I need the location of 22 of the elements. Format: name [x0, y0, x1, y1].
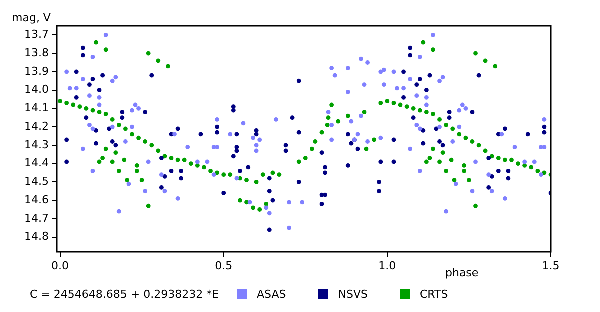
y-tick-label: 14.4 [24, 156, 49, 170]
y-tick-label: 14.2 [24, 120, 49, 133]
x-tick-label: 0.5 [215, 259, 233, 272]
y-tick-label: 14.5 [24, 175, 49, 188]
x-tick-label: 1.0 [378, 259, 396, 272]
text: C = 2454648.685 + 0.2938232 *E [30, 288, 220, 300]
y-tick-label: 13.7 [24, 28, 49, 42]
y-tick-label: 13.9 [24, 64, 49, 78]
y-tick-label: 14.3 [24, 138, 49, 152]
y-tick-label: 14.7 [24, 212, 49, 225]
x-tick-label: 0.0 [52, 259, 70, 272]
legend-label: ASAS [257, 288, 286, 300]
y-tick-label: 14.6 [24, 193, 49, 206]
y-tick-label: 14.8 [24, 230, 49, 244]
legend-label: CRTS [420, 288, 448, 300]
y-axis-title: mag, V [12, 11, 52, 24]
legend-label: NSVS [338, 288, 368, 300]
x-axis-title: phase [445, 266, 479, 280]
y-tick-label: 14.0 [24, 83, 49, 96]
y-tick-label: 13.8 [24, 46, 49, 60]
y-tick-label: 14.1 [24, 102, 49, 115]
x-tick-label: 1.5 [542, 259, 560, 272]
